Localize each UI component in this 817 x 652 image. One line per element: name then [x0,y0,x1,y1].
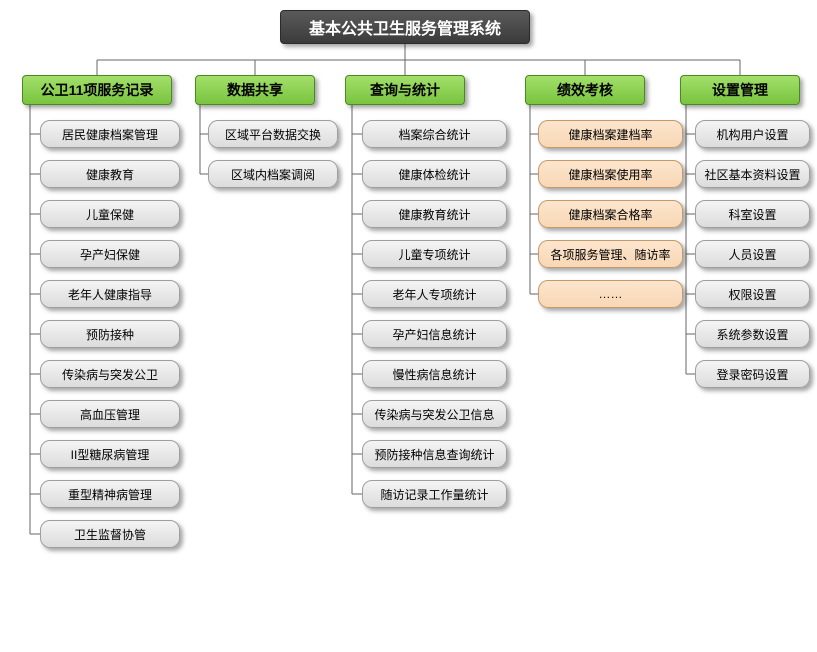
leaf-node: 预防接种信息查询统计 [362,440,507,468]
leaf-node: 区域内档案调阅 [208,160,338,188]
branch-node: 设置管理 [680,75,800,105]
leaf-node: 健康档案建档率 [538,120,683,148]
leaf-node: 健康体检统计 [362,160,507,188]
leaf-node: …… [538,280,683,308]
leaf-node: 儿童保健 [40,200,180,228]
leaf-node: 儿童专项统计 [362,240,507,268]
leaf-node: 区域平台数据交换 [208,120,338,148]
leaf-node: 健康教育统计 [362,200,507,228]
leaf-node: 登录密码设置 [695,360,810,388]
branch-node: 绩效考核 [525,75,645,105]
leaf-node: 社区基本资料设置 [695,160,810,188]
leaf-node: 系统参数设置 [695,320,810,348]
leaf-node: 卫生监督协管 [40,520,180,548]
branch-node: 查询与统计 [345,75,465,105]
leaf-node: 健康档案合格率 [538,200,683,228]
leaf-node: 科室设置 [695,200,810,228]
leaf-node: 传染病与突发公卫信息 [362,400,507,428]
leaf-node: 随访记录工作量统计 [362,480,507,508]
leaf-node: II型糖尿病管理 [40,440,180,468]
leaf-node: 孕产妇信息统计 [362,320,507,348]
leaf-node: 重型精神病管理 [40,480,180,508]
leaf-node: 机构用户设置 [695,120,810,148]
branch-node: 数据共享 [195,75,315,105]
org-chart: 基本公共卫生服务管理系统公卫11项服务记录居民健康档案管理健康教育儿童保健孕产妇… [0,0,817,652]
leaf-node: 权限设置 [695,280,810,308]
branch-node: 公卫11项服务记录 [22,75,172,105]
leaf-node: 人员设置 [695,240,810,268]
leaf-node: 各项服务管理、随访率 [538,240,683,268]
leaf-node: 老年人健康指导 [40,280,180,308]
leaf-node: 档案综合统计 [362,120,507,148]
leaf-node: 健康档案使用率 [538,160,683,188]
leaf-node: 高血压管理 [40,400,180,428]
leaf-node: 传染病与突发公卫 [40,360,180,388]
root-node: 基本公共卫生服务管理系统 [280,10,530,44]
leaf-node: 老年人专项统计 [362,280,507,308]
leaf-node: 预防接种 [40,320,180,348]
leaf-node: 居民健康档案管理 [40,120,180,148]
leaf-node: 孕产妇保健 [40,240,180,268]
leaf-node: 健康教育 [40,160,180,188]
leaf-node: 慢性病信息统计 [362,360,507,388]
